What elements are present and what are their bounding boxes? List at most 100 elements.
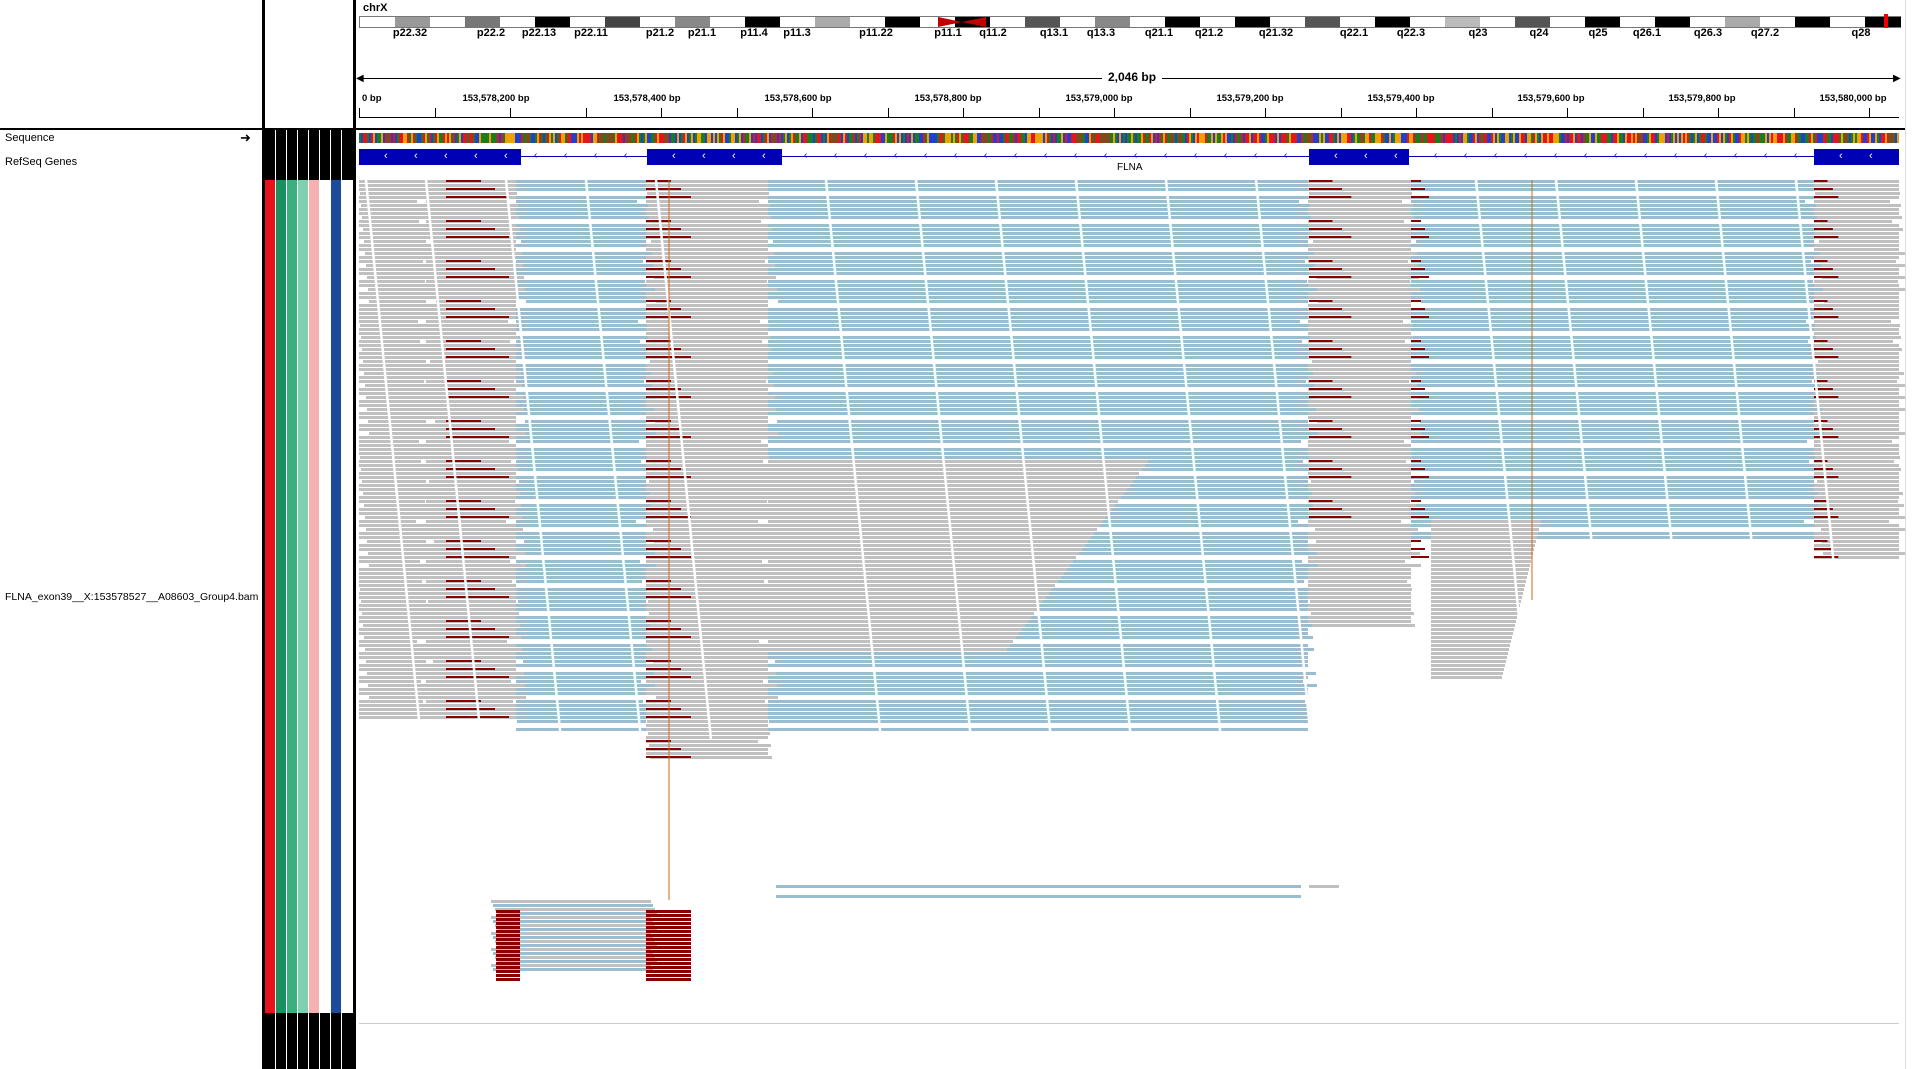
sequence-base <box>807 133 809 143</box>
intron-chevron-icon: ‹ <box>534 150 538 161</box>
attribute-cell[interactable] <box>287 180 298 1013</box>
sequence-base <box>457 133 459 143</box>
mismatch-base <box>1309 196 1352 198</box>
sequence-base <box>953 133 955 143</box>
sequence-base <box>753 133 755 143</box>
mismatch-base <box>1814 380 1828 382</box>
read-block <box>1814 268 1899 271</box>
cytoband <box>815 17 851 27</box>
sequence-base <box>1271 133 1273 143</box>
sequence-base <box>613 133 615 143</box>
splice-gap <box>1074 180 1133 741</box>
read-block <box>1309 588 1412 591</box>
sequence-base <box>963 133 965 143</box>
vertical-scrollbar[interactable] <box>1905 0 1920 1069</box>
mismatch-base <box>646 588 681 590</box>
read-block <box>359 392 426 395</box>
sequence-base <box>1485 133 1487 143</box>
sequence-base <box>1725 133 1727 143</box>
read-block <box>652 252 774 255</box>
alignment-track[interactable] <box>356 180 1905 1020</box>
mismatch-base <box>1309 428 1342 430</box>
read-block <box>1814 188 1899 191</box>
gene-exon[interactable] <box>1814 149 1899 165</box>
read-block <box>497 928 657 931</box>
sequence-track-label[interactable]: Sequence <box>5 132 55 144</box>
sequence-base <box>1319 133 1321 143</box>
read-block <box>429 480 516 483</box>
attribute-cell[interactable] <box>320 180 331 1013</box>
attribute-cell[interactable] <box>265 180 276 1013</box>
read-block <box>1431 576 1527 579</box>
soft-clip-block <box>1415 360 1814 363</box>
read-block <box>651 636 773 639</box>
read-block <box>646 272 768 275</box>
read-block <box>646 392 768 395</box>
sequence-base <box>1345 133 1347 143</box>
mismatch-base <box>446 356 509 358</box>
sequence-base <box>519 133 521 143</box>
sequence-base <box>891 133 893 143</box>
read-block <box>359 308 426 311</box>
sequence-base <box>631 133 633 143</box>
sequence-base <box>439 133 441 143</box>
sequence-base <box>881 133 883 143</box>
cytoband <box>570 17 606 27</box>
soft-clip-block <box>768 376 1308 379</box>
soft-clip-block <box>517 192 647 195</box>
gene-exon[interactable] <box>359 149 521 165</box>
mismatch-base <box>646 978 691 981</box>
mismatch-base <box>446 620 481 622</box>
read-block <box>426 224 516 227</box>
gene-exon[interactable] <box>1309 149 1409 165</box>
mismatch-base <box>646 540 671 542</box>
intron-chevron-icon: ‹ <box>1524 150 1528 161</box>
read-block <box>1308 464 1411 467</box>
data-panel[interactable]: chrX p22.32 p22.2 p22.13 p22.11 p21.2 p21.1 p1… <box>356 0 1905 1069</box>
mismatch-base <box>1814 188 1833 190</box>
chromosome-name[interactable]: chrX <box>363 2 388 14</box>
read-block <box>646 200 759 203</box>
sequence-base <box>1137 133 1139 143</box>
sequence-base <box>1375 133 1377 143</box>
sequence-base <box>515 133 517 143</box>
sequence-base <box>1673 133 1675 143</box>
mismatch-base <box>646 970 691 973</box>
read-block <box>1431 608 1519 611</box>
sequence-base <box>1665 133 1667 143</box>
attribute-cell[interactable] <box>331 180 342 1013</box>
sequence-base <box>1483 133 1485 143</box>
sequence-base <box>1095 133 1097 143</box>
sequence-base <box>1625 133 1627 143</box>
soft-clip-block <box>526 696 656 699</box>
soft-clip-block <box>768 620 1308 623</box>
bam-track-label[interactable]: FLNA_exon39__X:153578527__A08603_Group4.… <box>5 591 259 603</box>
soft-clip-block <box>772 360 1308 363</box>
mismatch-base <box>1309 356 1352 358</box>
read-block <box>656 696 778 699</box>
attribute-cell[interactable] <box>276 180 287 1013</box>
gene-name-label[interactable]: FLNA <box>1117 162 1143 173</box>
sequence-base <box>1331 133 1333 143</box>
attribute-cell[interactable] <box>298 180 309 1013</box>
read-block <box>1814 508 1899 511</box>
read-block <box>359 184 426 187</box>
sequence-base <box>1479 133 1481 143</box>
sequence-base <box>1275 133 1277 143</box>
sequence-base <box>871 133 873 143</box>
soft-clip-block <box>768 716 1308 719</box>
gene-exon[interactable] <box>647 149 782 165</box>
sequence-base <box>475 133 477 143</box>
chromosome-ideogram[interactable] <box>359 16 1901 28</box>
strand-arrow-icon[interactable]: ➜ <box>240 130 251 145</box>
read-block <box>1814 304 1899 307</box>
sequence-base <box>1159 133 1161 143</box>
sequence-track[interactable] <box>359 133 1899 143</box>
sequence-base <box>1309 133 1311 143</box>
splice-gap <box>824 180 883 741</box>
sequence-base <box>1323 133 1325 143</box>
attribute-cell[interactable] <box>309 180 320 1013</box>
refseq-track-label[interactable]: RefSeq Genes <box>5 156 78 168</box>
mismatch-base <box>446 636 509 638</box>
read-block <box>646 428 768 431</box>
